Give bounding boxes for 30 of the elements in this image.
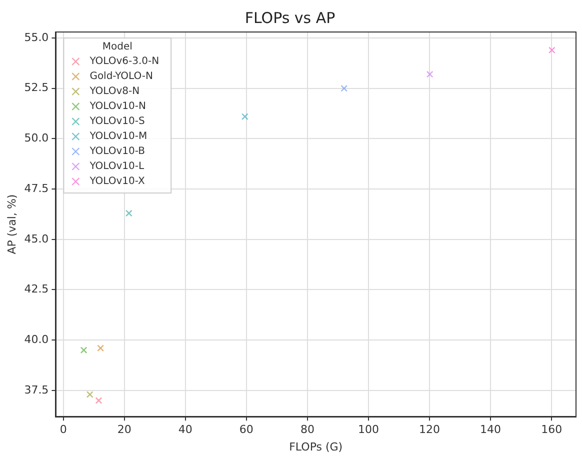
- y-tick-label: 50.0: [24, 132, 49, 145]
- legend-label: Gold-YOLO-N: [90, 71, 154, 82]
- legend-label: YOLOv8-N: [88, 86, 140, 98]
- y-tick-label: 47.5: [24, 182, 49, 195]
- x-tick-label: 80: [300, 423, 314, 436]
- y-tick-label: 52.5: [24, 81, 49, 94]
- legend-label: YOLOv10-X: [88, 176, 145, 188]
- legend-label: YOLOv10-S: [88, 116, 145, 128]
- y-tick-label: 45.0: [24, 232, 49, 246]
- legend-label: YOLOv10-L: [88, 161, 144, 172]
- legend-label: YOLOv6-3.0-N: [88, 56, 160, 68]
- y-tick-label: 42.5: [24, 282, 49, 296]
- x-tick-label: 100: [358, 423, 379, 436]
- y-tick-label: 40.0: [24, 332, 49, 346]
- x-tick-label: 160: [541, 423, 562, 436]
- y-tick-label: 55.0: [24, 30, 49, 44]
- x-tick-label: 140: [480, 423, 502, 436]
- legend-label: YOLOv10-N: [88, 101, 146, 112]
- legend-title: Model: [102, 42, 132, 53]
- x-tick-label: 120: [419, 423, 440, 436]
- chart-title: FLOPs vs AP: [244, 8, 336, 27]
- x-tick-label: 60: [239, 423, 254, 436]
- x-tick-label: 40: [178, 423, 192, 436]
- x-tick-label: 0: [60, 423, 67, 436]
- x-axis-title: FLOPs (G): [289, 440, 343, 454]
- legend-label: YOLOv10-M: [88, 131, 148, 142]
- y-axis-title: AP (val, %): [5, 194, 18, 254]
- y-tick-label: 37.5: [24, 383, 49, 396]
- legend-label: YOLOv10-B: [88, 146, 146, 158]
- x-tick-label: 20: [117, 423, 132, 436]
